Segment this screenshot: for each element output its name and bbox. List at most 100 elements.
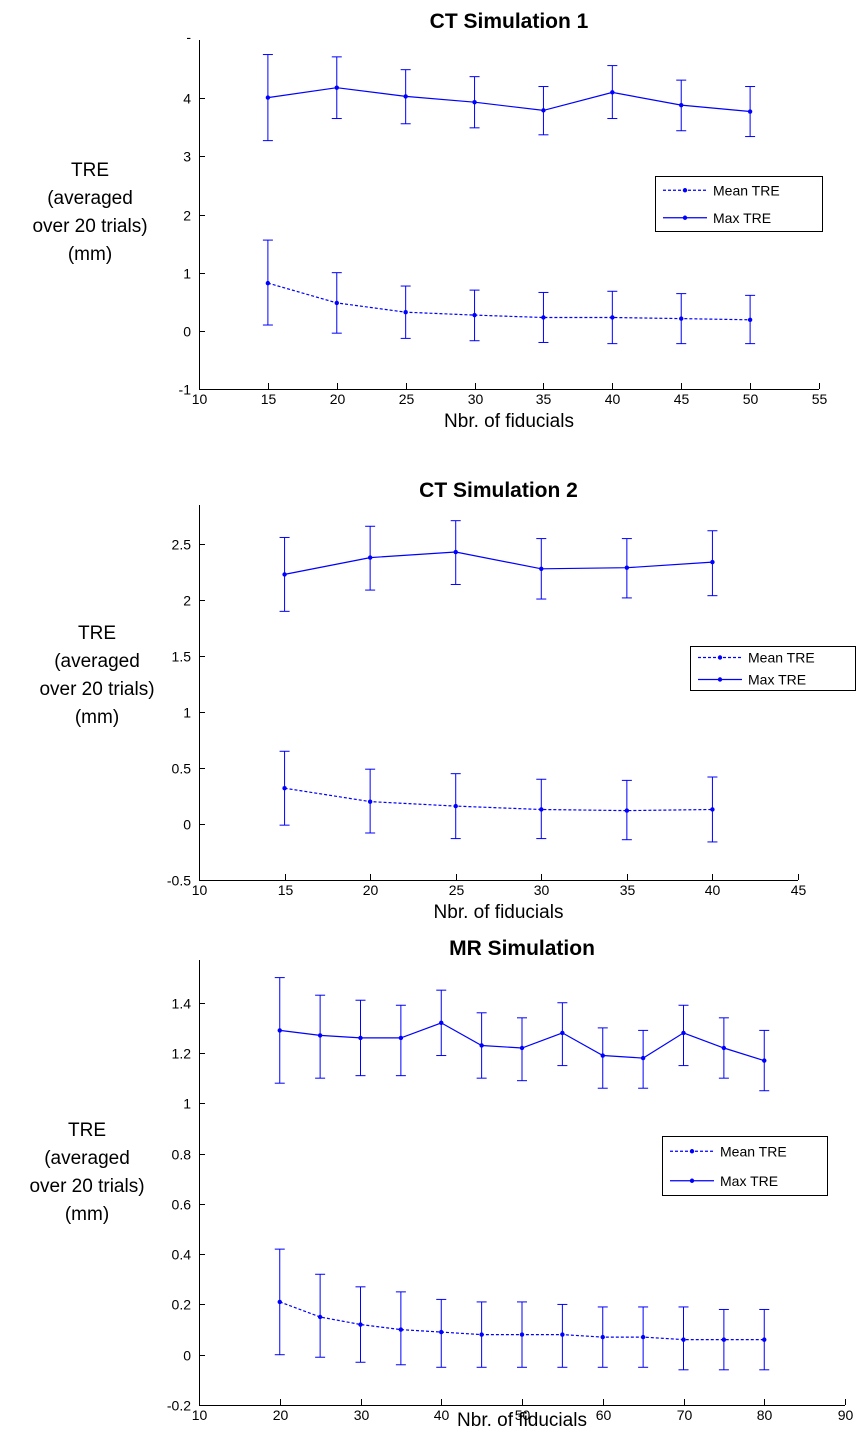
data-point xyxy=(747,109,753,114)
data-point xyxy=(265,280,271,286)
y-axis-label: TRE (averaged over 20 trials) (mm) xyxy=(29,1120,144,1225)
series-mean-tre xyxy=(274,1248,770,1371)
data-point xyxy=(721,1045,727,1051)
data-point xyxy=(519,1045,525,1051)
y-tick-label: - xyxy=(186,29,191,45)
y-tick-label: 0.2 xyxy=(172,1297,192,1313)
data-point xyxy=(398,1327,404,1332)
y-tick-label: 0 xyxy=(183,324,191,340)
y-tick-label: 0 xyxy=(183,1348,191,1364)
data-point xyxy=(398,1035,404,1041)
data-point xyxy=(600,1334,605,1340)
data-point xyxy=(610,90,615,95)
y-axis-label: TRE (averaged over 20 trials) (mm) xyxy=(39,623,154,728)
y-axis-label-line: (averaged xyxy=(44,1148,130,1169)
chart-1: CT Simulation 1 10 15 20 25 30 35 40 45 50 55 -1 0 1 2… xyxy=(32,10,827,432)
legend: Mean TRE Max TRE xyxy=(690,646,856,691)
x-tick-label: 35 xyxy=(620,882,636,898)
data-point xyxy=(453,803,458,809)
data-point xyxy=(479,1332,484,1337)
y-tick-label: 0.4 xyxy=(172,1247,192,1263)
x-tick-label: 40 xyxy=(434,1407,450,1423)
data-point xyxy=(358,1035,363,1041)
x-tick-label: 30 xyxy=(354,1407,370,1423)
legend-label: Max TRE xyxy=(713,210,771,226)
x-tick-label: 20 xyxy=(363,882,379,898)
legend-marker xyxy=(717,655,723,660)
x-tick-label: 70 xyxy=(677,1407,693,1423)
series-mean-tre xyxy=(262,239,756,345)
data-point xyxy=(624,565,630,570)
series-max-tre xyxy=(279,520,718,612)
data-point xyxy=(277,1028,282,1033)
data-point xyxy=(317,1314,323,1320)
data-point xyxy=(282,572,287,577)
data-point xyxy=(358,1322,363,1327)
data-point xyxy=(367,555,373,560)
legend-label: Max TRE xyxy=(720,1173,778,1189)
y-axis-label-line: (mm) xyxy=(75,707,119,728)
data-point xyxy=(439,1329,444,1335)
y-tick-label: 0 xyxy=(183,817,191,833)
y-tick-label: 0.8 xyxy=(172,1147,192,1163)
y-tick-label: 1.5 xyxy=(172,649,192,665)
chart-3: MR Simulation 10 20 30 40 50 60 70 80 90 -0.2 0 0.2 0… xyxy=(29,937,853,1431)
y-axis-label-line: over 20 trials) xyxy=(29,1176,144,1197)
legend-label: Mean TRE xyxy=(713,182,780,198)
legend-label: Max TRE xyxy=(748,672,806,688)
x-tick-label: 20 xyxy=(273,1407,289,1423)
x-axis-label: Nbr. of fiducials xyxy=(434,902,564,923)
legend-label: Mean TRE xyxy=(720,1143,787,1159)
legend-box xyxy=(662,1136,828,1196)
series-mean-tre xyxy=(279,750,718,843)
x-tick-label: 35 xyxy=(536,391,552,407)
series-line xyxy=(284,787,713,812)
y-axis-label-line: TRE xyxy=(78,623,116,644)
y-tick-label: 1 xyxy=(183,1096,191,1112)
y-tick-label: -1 xyxy=(179,382,192,398)
y-tick-label: -0.5 xyxy=(167,873,191,889)
data-point xyxy=(334,85,339,90)
y-tick-label: 1.2 xyxy=(172,1046,192,1062)
y-axis-label-line: TRE xyxy=(71,160,109,181)
data-point xyxy=(610,315,615,320)
y-axis-label-line: over 20 trials) xyxy=(39,679,154,700)
x-tick-label: 15 xyxy=(278,882,294,898)
series-max-tre xyxy=(262,54,756,142)
legend-marker xyxy=(682,188,688,193)
series-line xyxy=(267,87,751,113)
data-point xyxy=(282,786,287,791)
data-point xyxy=(679,102,684,108)
chart-title: CT Simulation 1 xyxy=(430,10,589,33)
data-point xyxy=(403,310,408,315)
data-point xyxy=(277,1299,282,1305)
y-tick-label: 2 xyxy=(183,208,191,224)
x-tick-label: 55 xyxy=(812,391,828,407)
data-point xyxy=(541,315,546,320)
data-point xyxy=(334,300,339,306)
x-tick-label: 15 xyxy=(261,391,277,407)
x-axis-label: Nbr. of fiducials xyxy=(444,411,574,432)
data-point xyxy=(640,1055,646,1061)
data-point xyxy=(624,808,630,813)
series-line xyxy=(267,282,751,321)
legend-marker xyxy=(689,1178,695,1183)
data-point xyxy=(640,1334,646,1340)
x-tick-label: 45 xyxy=(791,882,807,898)
legend-marker xyxy=(682,215,688,220)
x-tick-label: 10 xyxy=(192,391,208,407)
y-tick-label: 0.6 xyxy=(172,1197,192,1213)
x-tick-label: 40 xyxy=(705,882,721,898)
x-axis-label: Nbr. of fiducials xyxy=(457,1410,587,1431)
series-line xyxy=(284,551,713,575)
data-point xyxy=(317,1033,323,1038)
chart-title: MR Simulation xyxy=(449,937,595,960)
x-tick-label: 10 xyxy=(192,882,208,898)
data-point xyxy=(265,95,271,100)
series-max-tre xyxy=(274,977,770,1092)
data-point xyxy=(472,312,477,318)
data-point xyxy=(479,1043,484,1048)
legend-marker xyxy=(717,677,723,682)
data-point xyxy=(519,1332,525,1337)
